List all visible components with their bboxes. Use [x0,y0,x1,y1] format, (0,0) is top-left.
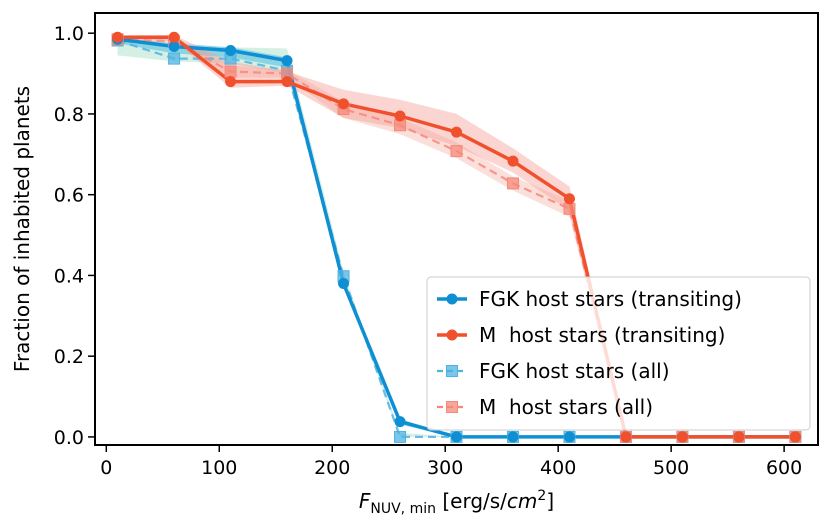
x-axis-label-sup: 2 [537,488,546,504]
data-point [225,45,237,57]
confidence-bands [117,35,796,437]
x-axis-label-close: ] [546,489,554,513]
data-point [338,98,350,110]
legend-label: FGK host stars (transiting) [479,287,742,311]
data-point [507,431,519,443]
y-tick-label: 1.0 [54,23,84,45]
legend-item: FGK host stars (transiting) [437,287,742,311]
legend-label: FGK host stars (all) [479,359,670,383]
data-point [281,55,293,67]
x-axis-label: FNUV, min [erg/s/cm2] [359,488,554,517]
legend-item: FGK host stars (all) [437,359,670,383]
data-point [733,431,745,443]
data-point [620,431,632,443]
x-axis-ticks: 0 100 200 300 400 500 600 [100,445,802,479]
data-point [112,31,124,43]
y-tick-label: 0.6 [54,185,84,207]
legend-item: M host stars (transiting) [437,323,725,347]
data-point [168,52,181,65]
legend-label: M host stars (all) [479,395,653,419]
data-point [168,41,180,53]
data-point [168,31,180,43]
x-tick-label: 200 [314,457,350,479]
data-point [225,76,237,88]
data-point [338,278,350,290]
x-tick-label: 400 [540,457,576,479]
data-point [676,431,688,443]
x-axis-label-base: F [359,489,371,513]
y-tick-label: 0.8 [54,104,84,126]
data-point [451,431,462,443]
data-point [563,193,575,205]
x-tick-label: 100 [201,457,237,479]
y-tick-label: 0.2 [54,346,84,368]
legend-marker [446,401,458,413]
legend-label: M host stars (transiting) [479,323,725,347]
legend-marker [446,365,458,377]
data-point [506,177,519,190]
confidence-band [117,35,796,437]
data-point [394,430,407,443]
legend-marker [446,329,458,341]
x-tick-label: 600 [766,457,802,479]
data-point [563,202,576,215]
data-point [394,110,406,122]
data-point [394,416,406,428]
y-tick-label: 0.4 [54,265,84,287]
y-axis-label: Fraction of inhabited planets [10,86,34,372]
legend: FGK host stars (transiting) M host stars … [426,276,811,431]
legend-item: M host stars (all) [437,395,653,419]
y-axis-ticks: 0.0 0.2 0.4 0.6 0.8 1.0 [54,23,95,449]
legend-items: FGK host stars (transiting) M host stars … [437,287,742,419]
x-tick-label: 500 [653,457,689,479]
plot-frame [94,12,819,446]
x-tick-label: 300 [427,457,463,479]
x-axis-label-unit: cm [507,489,537,513]
data-point [789,431,801,443]
data-point [224,65,237,78]
x-axis-label-rest: [erg/s/ [436,489,507,513]
legend-box [426,276,811,431]
data-point [451,126,462,138]
y-tick-label: 0.0 [54,427,84,449]
x-axis-label-sub: NUV, min [370,501,436,517]
data-point [507,155,519,167]
data-point [563,431,575,443]
x-tick-label: 0 [100,457,112,479]
data-point [281,76,293,88]
legend-marker [446,293,458,305]
data-point [450,145,463,158]
series-markers [111,31,802,443]
